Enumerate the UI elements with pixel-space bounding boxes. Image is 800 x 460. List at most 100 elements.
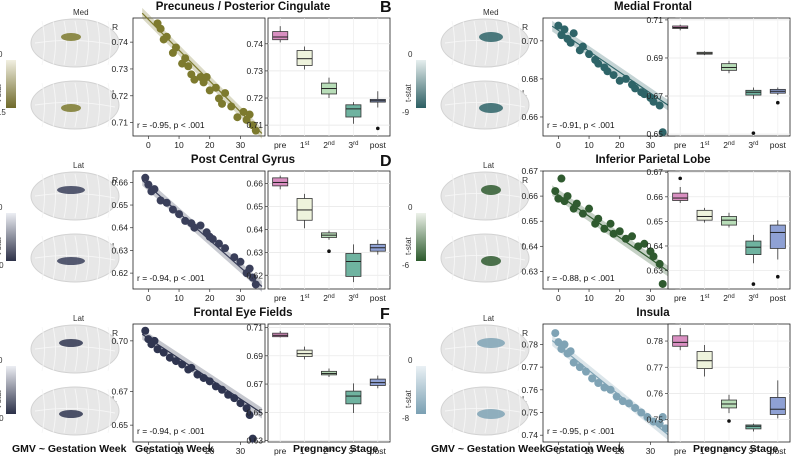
correlation-annotation: r = -0.91, p < .001	[547, 120, 615, 130]
category-label: pre	[274, 446, 287, 456]
y-tick-label: 0.78	[646, 336, 663, 346]
colorbar-max-label: 0	[408, 356, 413, 365]
box-2	[321, 368, 337, 377]
box-pre	[272, 331, 289, 338]
colorbar	[6, 60, 16, 108]
scatter-point	[171, 357, 180, 366]
scatter-point	[631, 84, 640, 93]
x-tick-label: 30	[646, 293, 656, 303]
box-2	[321, 77, 337, 99]
scatter-point	[658, 279, 667, 288]
significant-region	[479, 32, 503, 42]
scatter-point	[190, 223, 199, 232]
box-1	[696, 207, 713, 223]
box-3	[745, 234, 762, 264]
x-tick-label: 0	[556, 446, 561, 456]
x-tick-label: 20	[615, 140, 625, 150]
category-label: 3rd	[348, 446, 358, 456]
box-3	[745, 87, 762, 99]
outlier-point	[751, 131, 756, 135]
category-label: 1st	[700, 293, 710, 303]
scatter-point	[196, 221, 205, 230]
scatter-point	[612, 392, 621, 401]
box-plot: 0.71 0.72 0.73 0.74 pre 1st 2nd 3rd post	[246, 17, 391, 150]
view-label: Lat	[73, 314, 85, 323]
scatter-point	[251, 126, 260, 135]
significant-region	[479, 103, 503, 113]
scatter-point	[600, 224, 609, 233]
scatter-plot: 0.71 0.72 0.73 0.74 0 10 20 30 r = -0.95, p < .0…	[111, 7, 266, 150]
scatter-point	[230, 394, 239, 403]
scatter-point	[621, 234, 630, 243]
region-title: Insula	[636, 307, 670, 319]
y-tick-label: 0.64	[521, 241, 538, 251]
significant-region	[57, 257, 85, 265]
x-tick-label: 30	[236, 140, 246, 150]
box-plot: 0.65 0.67 0.69 0.71 pre 1st 2nd 3rd post	[646, 15, 791, 150]
scatter-point	[578, 42, 587, 51]
y-tick-label: 0.63	[246, 247, 263, 257]
category-label: 3rd	[748, 446, 758, 456]
scatter-point	[208, 235, 217, 244]
scatter-point	[569, 358, 578, 367]
scatter-point	[202, 73, 211, 81]
category-label: 1st	[300, 293, 310, 303]
scatter-point	[631, 403, 640, 412]
scatter-point	[159, 348, 168, 357]
category-label: post	[770, 140, 787, 150]
outlier-point	[376, 126, 380, 131]
panel-letter-b: B	[380, 0, 392, 16]
colorbar	[6, 366, 16, 414]
scatter-point	[551, 187, 560, 196]
box-post	[769, 220, 786, 260]
scatter-point	[655, 419, 664, 428]
scatter-plot: 0.63 0.64 0.65 0.66 0.67 0 10 20 30 r = -0.88, p …	[521, 166, 676, 303]
category-label: 3rd	[348, 140, 358, 150]
y-tick-label: 0.71	[246, 323, 263, 333]
y-tick-label: 0.65	[646, 129, 663, 139]
scatter-point	[165, 353, 174, 362]
y-tick-label: 0.66	[246, 179, 263, 189]
scatter-point	[205, 377, 214, 386]
scatter-point	[658, 128, 667, 137]
category-label: pre	[674, 446, 687, 456]
significant-region	[61, 104, 81, 112]
y-tick-label: 0.74	[246, 39, 263, 49]
brain-right-hemisphere	[440, 171, 530, 221]
category-label: post	[370, 140, 387, 150]
x-tick-label: 10	[174, 446, 184, 456]
y-tick-label: 0.64	[246, 224, 263, 234]
scatter-point	[248, 273, 257, 282]
category-label: 1st	[700, 140, 710, 150]
box-plot: 0.63 0.65 0.67 0.69 0.71 pre 1st 2nd 3rd post	[246, 323, 391, 456]
scatter-plot: 0.74 0.75 0.76 0.77 0.78 0 10 20 30 r = -0.95, p …	[521, 323, 676, 456]
y-tick-label: 0.66	[521, 112, 538, 122]
correlation-annotation: r = -0.95, p < .001	[137, 120, 205, 130]
colorbar-max-label: 0	[408, 203, 413, 212]
x-tick-label: 20	[615, 293, 625, 303]
box-1	[696, 344, 713, 377]
scatter-point	[572, 199, 581, 208]
scatter-point	[236, 257, 245, 266]
scatter-point	[218, 385, 227, 394]
category-label: pre	[674, 140, 687, 150]
y-tick-label: 0.65	[111, 200, 128, 210]
outlier-point	[776, 274, 780, 279]
hemisphere-right-label: R	[112, 175, 119, 185]
scatter-point	[585, 204, 594, 213]
x-tick-label: 0	[146, 446, 151, 456]
scatter-point	[588, 374, 597, 383]
scatter-point	[658, 413, 667, 422]
box-2	[721, 60, 737, 74]
x-tick-label: 20	[205, 446, 215, 456]
box-plot: 0.63 0.64 0.65 0.66 0.67 pre 1st 2nd 3rd post	[646, 167, 791, 303]
box-post	[769, 380, 786, 419]
x-tick-label: 30	[646, 140, 656, 150]
brain-right-hemisphere	[30, 324, 120, 374]
x-tick-label: 20	[205, 140, 215, 150]
scatter-point	[251, 280, 260, 289]
scatter-point	[566, 347, 575, 356]
y-tick-label: 0.77	[521, 362, 538, 372]
scatter-point	[242, 404, 251, 413]
brain-right-hemisphere	[30, 18, 120, 68]
